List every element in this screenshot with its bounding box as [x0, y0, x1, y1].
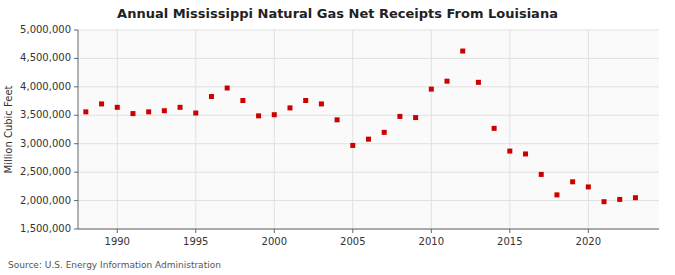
y-tick: [74, 200, 78, 201]
y-tick: [74, 115, 78, 116]
point: [240, 98, 245, 103]
x-grid-line: [431, 30, 432, 229]
y-grid-line: [78, 229, 659, 230]
point: [413, 115, 418, 120]
point: [162, 108, 167, 113]
point: [256, 113, 261, 118]
y-grid-line: [78, 30, 659, 31]
x-tick-label: 2000: [262, 236, 287, 247]
x-tick-label: 2020: [576, 236, 601, 247]
x-grid-line: [588, 30, 589, 229]
point: [178, 105, 183, 110]
point: [130, 111, 135, 116]
x-grid-line: [117, 30, 118, 229]
x-grid-line: [509, 30, 510, 229]
y-grid-line: [78, 58, 659, 59]
chart: 1,500,000 2,000,000 2,500,000 3,000,000 3,50…: [0, 0, 675, 275]
point: [602, 199, 607, 204]
x-tick-label: 1990: [105, 236, 130, 247]
point: [460, 49, 465, 54]
x-tick-label: 1995: [183, 236, 208, 247]
y-tick-label: 1,500,000: [20, 223, 71, 234]
point: [303, 98, 308, 103]
point: [617, 197, 622, 202]
y-tick: [74, 229, 78, 230]
y-axis-line: [78, 30, 79, 229]
point: [570, 179, 575, 184]
point: [272, 112, 277, 117]
x-tick: [588, 229, 589, 233]
point: [539, 172, 544, 177]
axes: 1,500,000 2,000,000 2,500,000 3,000,000 3,50…: [20, 24, 659, 247]
y-axis-label: Million Cubic Feet: [3, 85, 14, 173]
point: [523, 151, 528, 156]
y-tick-label: 5,000,000: [20, 24, 71, 35]
points: [83, 49, 638, 205]
y-tick: [74, 143, 78, 144]
y-tick-label: 3,000,000: [20, 138, 71, 149]
grid: [78, 30, 659, 229]
y-tick-label: 3,500,000: [20, 109, 71, 120]
y-tick-label: 4,000,000: [20, 81, 71, 92]
plot-area: [78, 30, 659, 229]
x-tick: [431, 229, 432, 233]
point: [83, 109, 88, 114]
y-tick-label: 2,500,000: [20, 166, 71, 177]
point: [99, 101, 104, 106]
y-tick-label: 2,000,000: [20, 195, 71, 206]
y-grid-line: [78, 172, 659, 173]
point: [554, 192, 559, 197]
x-tick: [352, 229, 353, 233]
x-tick-label: 2005: [340, 236, 365, 247]
x-tick: [117, 229, 118, 233]
source: Source: U.S. Energy Information Administ…: [8, 260, 221, 270]
y-tick-label: 4,500,000: [20, 52, 71, 63]
point: [366, 137, 371, 142]
x-grid-line: [195, 30, 196, 229]
x-tick: [195, 229, 196, 233]
title: Annual Mississippi Natural Gas Net Recei…: [117, 6, 558, 21]
point: [476, 80, 481, 85]
point: [350, 143, 355, 148]
point: [633, 195, 638, 200]
x-tick-label: 2010: [419, 236, 444, 247]
x-tick-label: 2015: [497, 236, 522, 247]
y-grid-line: [78, 86, 659, 87]
y-grid-line: [78, 200, 659, 201]
point: [492, 126, 497, 131]
y-grid-line: [78, 115, 659, 116]
x-tick: [274, 229, 275, 233]
point: [429, 87, 434, 92]
point: [225, 85, 230, 90]
point: [209, 94, 214, 99]
x-axis-line: [78, 229, 659, 230]
point: [445, 79, 450, 84]
y-tick: [74, 30, 78, 31]
point: [507, 149, 512, 154]
y-grid-line: [78, 143, 659, 144]
y-tick: [74, 58, 78, 59]
point: [586, 184, 591, 189]
point: [397, 114, 402, 119]
x-grid-line: [352, 30, 353, 229]
point: [287, 105, 292, 110]
y-tick: [74, 86, 78, 87]
point: [382, 130, 387, 135]
x-grid-line: [274, 30, 275, 229]
point: [146, 109, 151, 114]
point: [193, 111, 198, 116]
y-tick: [74, 172, 78, 173]
point: [319, 101, 324, 106]
x-tick: [509, 229, 510, 233]
point: [335, 117, 340, 122]
point: [115, 105, 120, 110]
